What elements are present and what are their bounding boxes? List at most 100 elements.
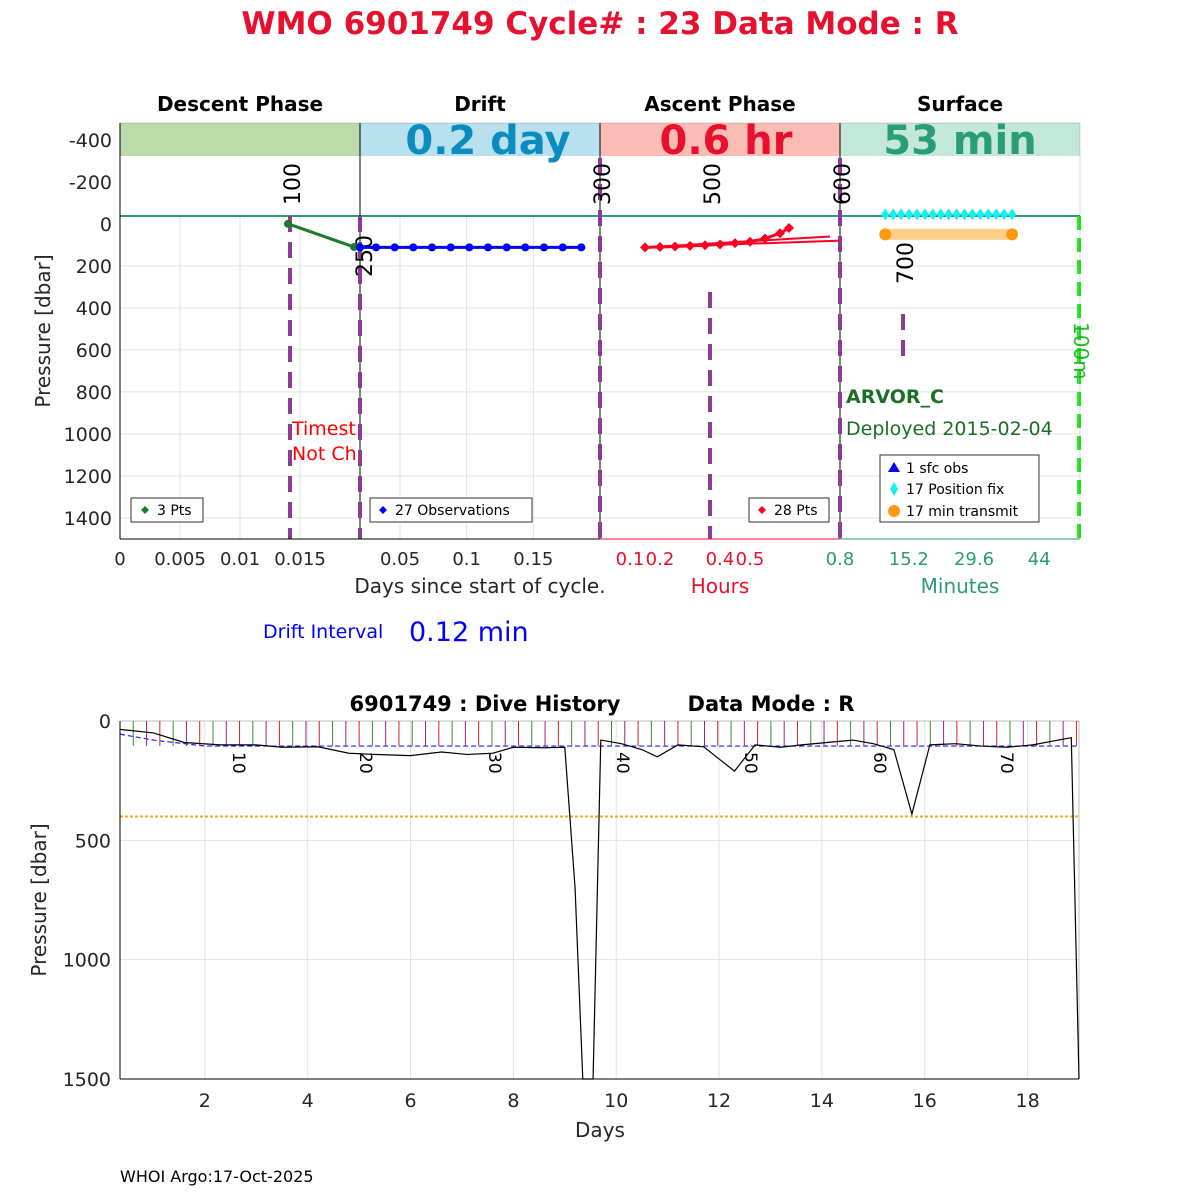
- ascent-point: [730, 238, 740, 249]
- legend-sfc-obs-label: 1 sfc obs: [906, 461, 968, 477]
- top-y-tick-label: 1400: [64, 508, 112, 530]
- position-fix-point: [960, 208, 969, 221]
- drift-point: [409, 243, 418, 252]
- surface-band: [840, 123, 1080, 156]
- dive-profile-line: [119, 728, 1080, 1080]
- event-label-700: 700: [894, 242, 919, 284]
- bottom-gridlines: [120, 721, 1079, 1079]
- descent-point: [350, 242, 358, 251]
- legend-position-fix-marker: [890, 482, 898, 496]
- bottom-series: 10 20 30 40 50 60 70: [119, 721, 1080, 1080]
- top-x-tick-minutes: 44: [1028, 549, 1051, 570]
- timestamp-note-line1: Timest: [291, 418, 356, 440]
- surface-duration: 53 min: [883, 118, 1036, 164]
- position-fix-point: [889, 208, 898, 221]
- dive-history-title-right: Data Mode : R: [688, 692, 855, 716]
- top-y-tick-label: -200: [69, 172, 112, 194]
- drift-point: [428, 243, 436, 252]
- drift-point: [446, 243, 455, 252]
- bottom-x-tick-label: 16: [913, 1090, 937, 1112]
- phase-label-ascent: Ascent Phase: [644, 92, 795, 116]
- legend-ascent-label: 28 Pts: [774, 503, 818, 519]
- position-fix-point: [984, 208, 993, 221]
- position-fix-point: [936, 208, 945, 221]
- legend-transmit-marker: [888, 505, 900, 517]
- ascent-point: [775, 228, 785, 239]
- bottom-y-tick-label: 1000: [63, 950, 111, 972]
- drift-point: [521, 243, 530, 252]
- drift-point: [390, 243, 399, 252]
- drift-band: [360, 123, 600, 156]
- bottom-x-tick-label: 18: [1015, 1090, 1039, 1112]
- top-series: [284, 208, 1019, 253]
- figure-title: WMO 6901749 Cycle# : 23 Data Mode : R: [241, 6, 958, 42]
- top-y-axis-label: Pressure [dbar]: [31, 254, 55, 407]
- position-fix-point: [976, 208, 985, 221]
- event-label-100m: 100m: [1069, 322, 1093, 380]
- phase-label-descent: Descent Phase: [157, 92, 323, 116]
- descent-band: [120, 123, 360, 156]
- legend-position-fix-label: 17 Position fix: [906, 482, 1004, 498]
- top-y-tick-label: 200: [76, 256, 112, 278]
- top-x-tick-days: 0.005: [154, 549, 206, 570]
- bottom-x-tick-label: 4: [302, 1090, 314, 1112]
- deployment-date: Deployed 2015-02-04: [846, 418, 1053, 440]
- bottom-y-axis-label: Pressure [dbar]: [27, 823, 51, 976]
- top-x-tick-days: 0: [114, 549, 125, 570]
- top-x-axis-label-hours: Hours: [691, 574, 750, 598]
- top-x-axis-label-minutes: Minutes: [921, 574, 1000, 598]
- position-fix-point: [1008, 208, 1017, 221]
- drift-point: [356, 243, 364, 252]
- drift-point: [540, 243, 548, 252]
- float-type: ARVOR_C: [846, 386, 944, 408]
- ascent-band: [600, 123, 840, 156]
- position-fix-point: [992, 208, 1001, 221]
- top-y-tick-label: 0: [100, 214, 112, 236]
- drift-interval-label: Drift Interval: [263, 621, 383, 643]
- top-x-tick-hours: 0.1: [616, 549, 645, 570]
- bottom-x-tick-label: 8: [507, 1090, 519, 1112]
- position-fix-point: [1000, 208, 1009, 221]
- drift-duration: 0.2 day: [405, 118, 570, 164]
- top-x-ticks: 0 0.005 0.01 0.015 0.05 0.1 0.15 0.1 0.2 0.4 0.5 0.…: [114, 549, 1050, 570]
- top-x-tick-hours: 0.5: [736, 549, 765, 570]
- cycle-number-label: 60: [869, 752, 889, 774]
- park-pressure-line: [119, 733, 1079, 747]
- footer-credit: WHOI Argo:17-Oct-2025: [120, 1167, 314, 1186]
- top-x-tick-minutes: 29.6: [954, 549, 994, 570]
- event-label-500: 500: [701, 163, 726, 205]
- legend-descent-marker: [141, 506, 149, 514]
- ascent-point: [745, 236, 755, 247]
- bottom-x-tick-label: 2: [199, 1090, 211, 1112]
- bottom-x-tick-label: 10: [604, 1090, 628, 1112]
- bottom-x-tick-label: 6: [404, 1090, 416, 1112]
- event-label-600: 600: [831, 163, 856, 205]
- phase-label-drift: Drift: [454, 92, 506, 116]
- cycle-phase-chart: Descent Phase Drift Ascent Phase Surface…: [31, 92, 1093, 648]
- cycle-number-label: 30: [484, 752, 504, 774]
- legend-surface: 1 sfc obs 17 Position fix 17 min transmi…: [879, 454, 1040, 523]
- position-fix-point: [952, 208, 961, 221]
- position-fix-point: [920, 208, 929, 221]
- position-fix-point: [881, 208, 890, 221]
- legend-sfc-obs-marker: [888, 462, 900, 472]
- dive-history-title-left: 6901749 : Dive History: [350, 692, 621, 716]
- event-label-300: 300: [591, 163, 616, 205]
- event-label-250: 250: [353, 235, 378, 277]
- drift-point: [558, 243, 567, 252]
- position-fix-point: [912, 208, 921, 221]
- cycle-number-label: 20: [355, 752, 375, 774]
- top-y-tick-label: 1000: [64, 424, 112, 446]
- ascent-point: [784, 223, 794, 234]
- ascent-point: [760, 233, 770, 244]
- bottom-y-tick-label: 500: [75, 830, 111, 852]
- legend-ascent: 28 Pts: [748, 497, 830, 523]
- cycle-number-label: 40: [612, 752, 632, 774]
- ascent-duration: 0.6 hr: [660, 118, 793, 164]
- drift-point: [484, 243, 492, 252]
- drift-interval-value: 0.12 min: [409, 617, 529, 648]
- timestamp-note-line2: Not Ch: [292, 443, 357, 465]
- ascent-point: [640, 242, 650, 253]
- top-x-tick-days: 0.015: [274, 549, 326, 570]
